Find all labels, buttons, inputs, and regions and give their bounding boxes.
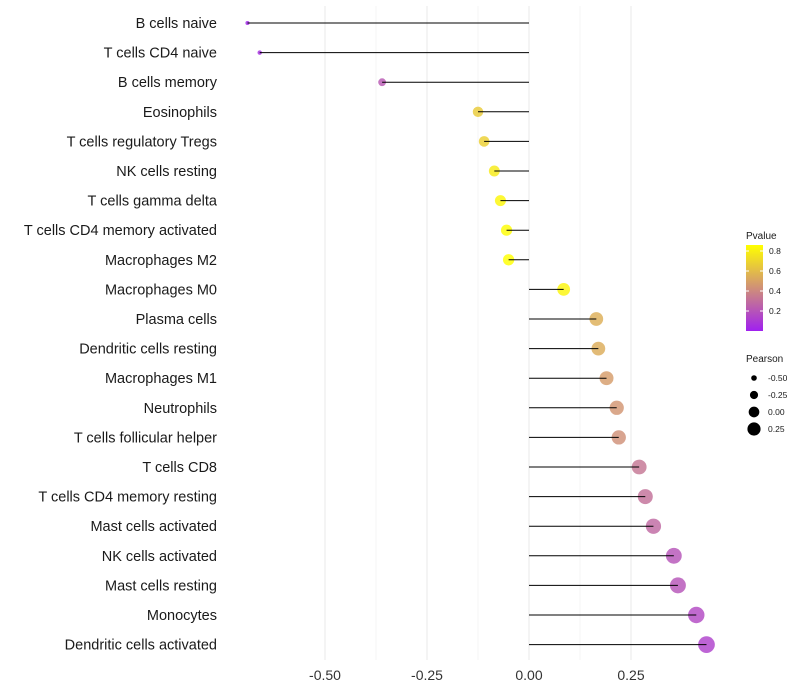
category-label: T cells CD4 memory activated [24,223,217,239]
category-label: B cells memory [118,75,218,91]
category-label: NK cells activated [102,549,217,565]
x-tick-label: -0.25 [411,667,443,683]
category-label: T cells follicular helper [74,430,217,446]
category-label: Macrophages M1 [105,371,217,387]
size-legend-label: -0.50 [768,373,788,383]
category-label: T cells gamma delta [88,194,218,210]
category-label: Mast cells activated [90,519,217,535]
category-label: T cells CD4 naive [104,46,217,62]
category-label: Mast cells resting [105,578,217,594]
size-legend-dot [749,390,759,400]
color-legend-label: 0.2 [769,306,781,316]
category-label: Macrophages M0 [105,282,217,298]
size-legend-dot [747,422,761,436]
category-label: B cells naive [136,16,217,32]
category-label: Dendritic cells resting [79,342,217,358]
category-label: Dendritic cells activated [65,638,217,654]
x-tick-label: 0.25 [617,667,644,683]
lollipop-marks [245,20,715,653]
category-label: Monocytes [147,608,217,624]
size-legend-label: 0.25 [768,424,785,434]
grid-lines [324,6,632,660]
color-legend-title: Pvalue [746,231,777,242]
category-label: Eosinophils [143,105,217,121]
x-tick-label: 0.00 [515,667,542,683]
lollipop-point [502,254,515,266]
size-legend-label: 0.00 [768,407,785,417]
category-label: T cells CD4 memory resting [38,490,217,506]
category-label: Neutrophils [144,401,217,417]
size-legend-title: Pearson [746,354,783,365]
category-label: T cells regulatory Tregs [67,134,217,150]
category-label: Plasma cells [136,312,217,328]
color-bar [746,245,763,331]
size-legend-label: -0.25 [768,390,788,400]
color-legend-label: 0.6 [769,266,781,276]
category-label: Macrophages M2 [105,253,217,269]
size-legend-dot [751,375,757,381]
x-tick-label: -0.50 [309,667,341,683]
color-legend-label: 0.8 [769,246,781,256]
color-legend-label: 0.4 [769,286,781,296]
category-label: NK cells resting [116,164,217,180]
size-legend-dot [748,406,760,418]
category-label: T cells CD8 [142,460,217,476]
